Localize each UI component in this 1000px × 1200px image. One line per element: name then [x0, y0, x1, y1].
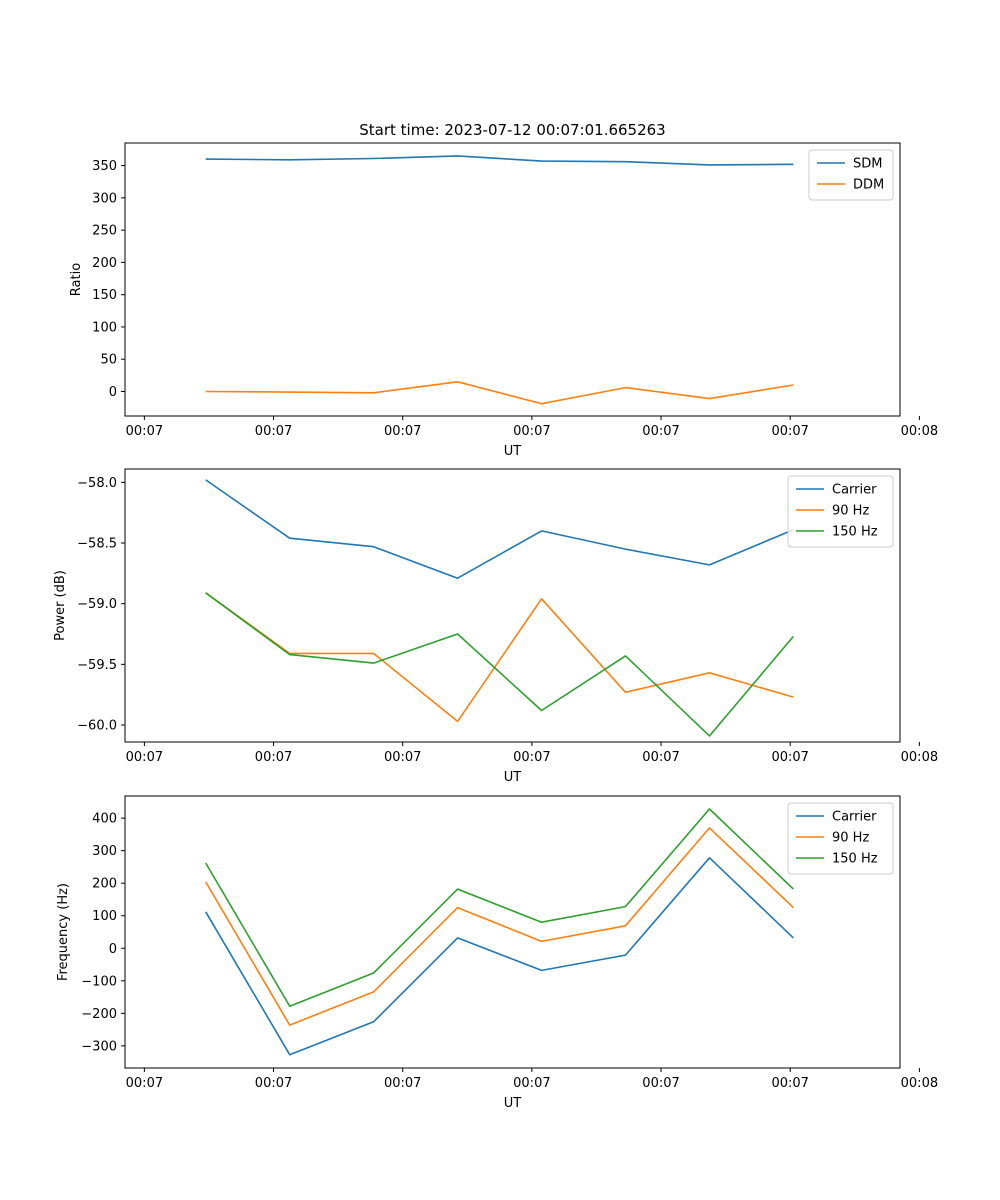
legend-label: 150 Hz: [832, 525, 878, 540]
x-tick-label: 00:07: [513, 1076, 550, 1091]
series-line-150-hz: [205, 592, 795, 737]
y-tick-label: 300: [92, 191, 117, 206]
series-line-ddm: [205, 380, 794, 405]
x-tick-label: 00:07: [642, 1076, 679, 1091]
x-tick-label: 00:07: [642, 750, 679, 765]
legend-label: DDM: [853, 178, 884, 193]
series-line-carrier: [205, 479, 794, 580]
x-tick-label: 00:07: [384, 424, 421, 439]
chart-3: 00:07 00:07 00:07 00:07 00:07 00:07 00:08 UT 400…: [56, 795, 938, 1111]
x-tick-label: 00:07: [771, 1076, 808, 1091]
legend-box: [787, 802, 894, 875]
x-tick-label: 00:07: [513, 750, 550, 765]
y-tick-label: −300: [81, 1039, 117, 1054]
plot-frame: [124, 142, 901, 417]
x-axis-label: UT: [504, 1096, 522, 1111]
x-tick-label: 00:07: [384, 1076, 421, 1091]
y-tick-label: 200: [92, 877, 117, 892]
series-line-sdm: [205, 155, 794, 166]
y-tick-label: −59.5: [77, 658, 117, 673]
y-tick-label: −100: [81, 974, 117, 989]
chart-1: Start time: 2023-07-12 00:07:01.66526300…: [69, 121, 938, 459]
x-tick-label: 00:07: [384, 750, 421, 765]
series-line-90-hz: [205, 827, 794, 1026]
series-line-150-hz: [205, 808, 794, 1008]
legend: Carrier 90 Hz 150 Hz: [787, 802, 894, 875]
legend-label: 90 Hz: [832, 504, 869, 519]
x-tick-label: 00:08: [901, 424, 938, 439]
x-axis-label: UT: [504, 770, 522, 785]
y-tick-label: 100: [92, 909, 117, 924]
y-tick-label: 400: [92, 812, 117, 827]
legend-label: Carrier: [832, 810, 877, 825]
y-tick-label: −58.0: [77, 476, 117, 491]
series-line-90-hz: [205, 592, 794, 723]
y-tick-label: 350: [92, 159, 117, 174]
x-tick-label: 00:08: [901, 1076, 938, 1091]
legend: Carrier 90 Hz 150 Hz: [787, 475, 894, 548]
legend: SDM DDM: [808, 149, 894, 201]
y-tick-label: −60.0: [77, 719, 117, 734]
x-tick-label: 00:07: [126, 1076, 163, 1091]
y-axis-label: Ratio: [69, 263, 84, 296]
y-axis-label: Frequency (Hz): [56, 883, 71, 981]
y-tick-label: 50: [100, 353, 117, 368]
x-tick-label: 00:07: [771, 750, 808, 765]
y-tick-label: 0: [109, 385, 117, 400]
series-line-carrier: [205, 856, 794, 1056]
x-tick-label: 00:07: [126, 424, 163, 439]
x-tick-label: 00:07: [126, 750, 163, 765]
x-tick-label: 00:07: [255, 424, 292, 439]
x-tick-label: 00:07: [255, 1076, 292, 1091]
y-tick-label: 300: [92, 844, 117, 859]
y-tick-label: 250: [92, 224, 117, 239]
x-tick-label: 00:07: [642, 424, 679, 439]
legend-label: Carrier: [832, 483, 877, 498]
x-axis-label: UT: [504, 444, 522, 459]
chart-2: 00:07 00:07 00:07 00:07 00:07 00:07 00:08 UT −58…: [53, 468, 938, 785]
y-tick-label: −58.5: [77, 537, 117, 552]
legend-label: 150 Hz: [832, 852, 878, 867]
y-tick-label: 100: [92, 320, 117, 335]
legend-label: 90 Hz: [832, 831, 869, 846]
y-tick-label: −59.0: [77, 597, 117, 612]
y-tick-label: 150: [92, 288, 117, 303]
y-axis-label: Power (dB): [53, 570, 68, 641]
x-tick-label: 00:08: [901, 750, 938, 765]
x-tick-label: 00:07: [255, 750, 292, 765]
y-tick-label: 200: [92, 256, 117, 271]
y-tick-label: −200: [81, 1007, 117, 1022]
legend-box: [787, 475, 894, 548]
plot-frame: [124, 795, 901, 1069]
plot-frame: [124, 468, 901, 743]
y-tick-label: 0: [109, 942, 117, 957]
x-tick-label: 00:07: [771, 424, 808, 439]
legend-label: SDM: [853, 157, 882, 172]
chart-title: Start time: 2023-07-12 00:07:01.665263: [359, 121, 665, 139]
x-tick-label: 00:07: [513, 424, 550, 439]
